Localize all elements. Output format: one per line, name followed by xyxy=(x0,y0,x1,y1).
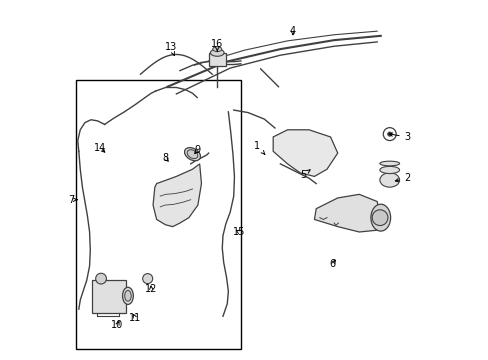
Text: 13: 13 xyxy=(164,42,177,55)
Ellipse shape xyxy=(212,46,221,51)
Ellipse shape xyxy=(379,161,399,166)
Text: 2: 2 xyxy=(394,173,410,183)
Ellipse shape xyxy=(142,274,152,284)
Circle shape xyxy=(383,128,395,140)
Polygon shape xyxy=(273,130,337,176)
Ellipse shape xyxy=(122,287,133,305)
Text: 7: 7 xyxy=(68,195,78,205)
Ellipse shape xyxy=(210,49,224,56)
Text: 3: 3 xyxy=(388,132,410,142)
Text: 14: 14 xyxy=(94,143,106,153)
Text: 1: 1 xyxy=(253,141,264,154)
Circle shape xyxy=(387,132,391,136)
Text: 16: 16 xyxy=(211,39,223,51)
Polygon shape xyxy=(153,164,201,226)
Bar xyxy=(76,80,241,348)
Bar xyxy=(208,53,225,66)
Text: 10: 10 xyxy=(111,320,123,330)
Ellipse shape xyxy=(379,173,399,187)
Circle shape xyxy=(96,273,106,284)
Text: 8: 8 xyxy=(162,153,168,163)
Text: 4: 4 xyxy=(289,26,295,36)
Ellipse shape xyxy=(124,291,131,301)
Text: 6: 6 xyxy=(328,259,335,269)
Polygon shape xyxy=(314,194,380,232)
Text: 5: 5 xyxy=(300,170,309,180)
Text: 15: 15 xyxy=(232,227,245,237)
Text: 9: 9 xyxy=(194,144,201,154)
Bar xyxy=(92,280,126,313)
Circle shape xyxy=(371,210,387,226)
Ellipse shape xyxy=(184,148,200,161)
Ellipse shape xyxy=(379,166,399,174)
Text: 12: 12 xyxy=(145,284,157,294)
Text: 11: 11 xyxy=(129,313,141,323)
Ellipse shape xyxy=(187,150,198,159)
Ellipse shape xyxy=(370,204,390,231)
